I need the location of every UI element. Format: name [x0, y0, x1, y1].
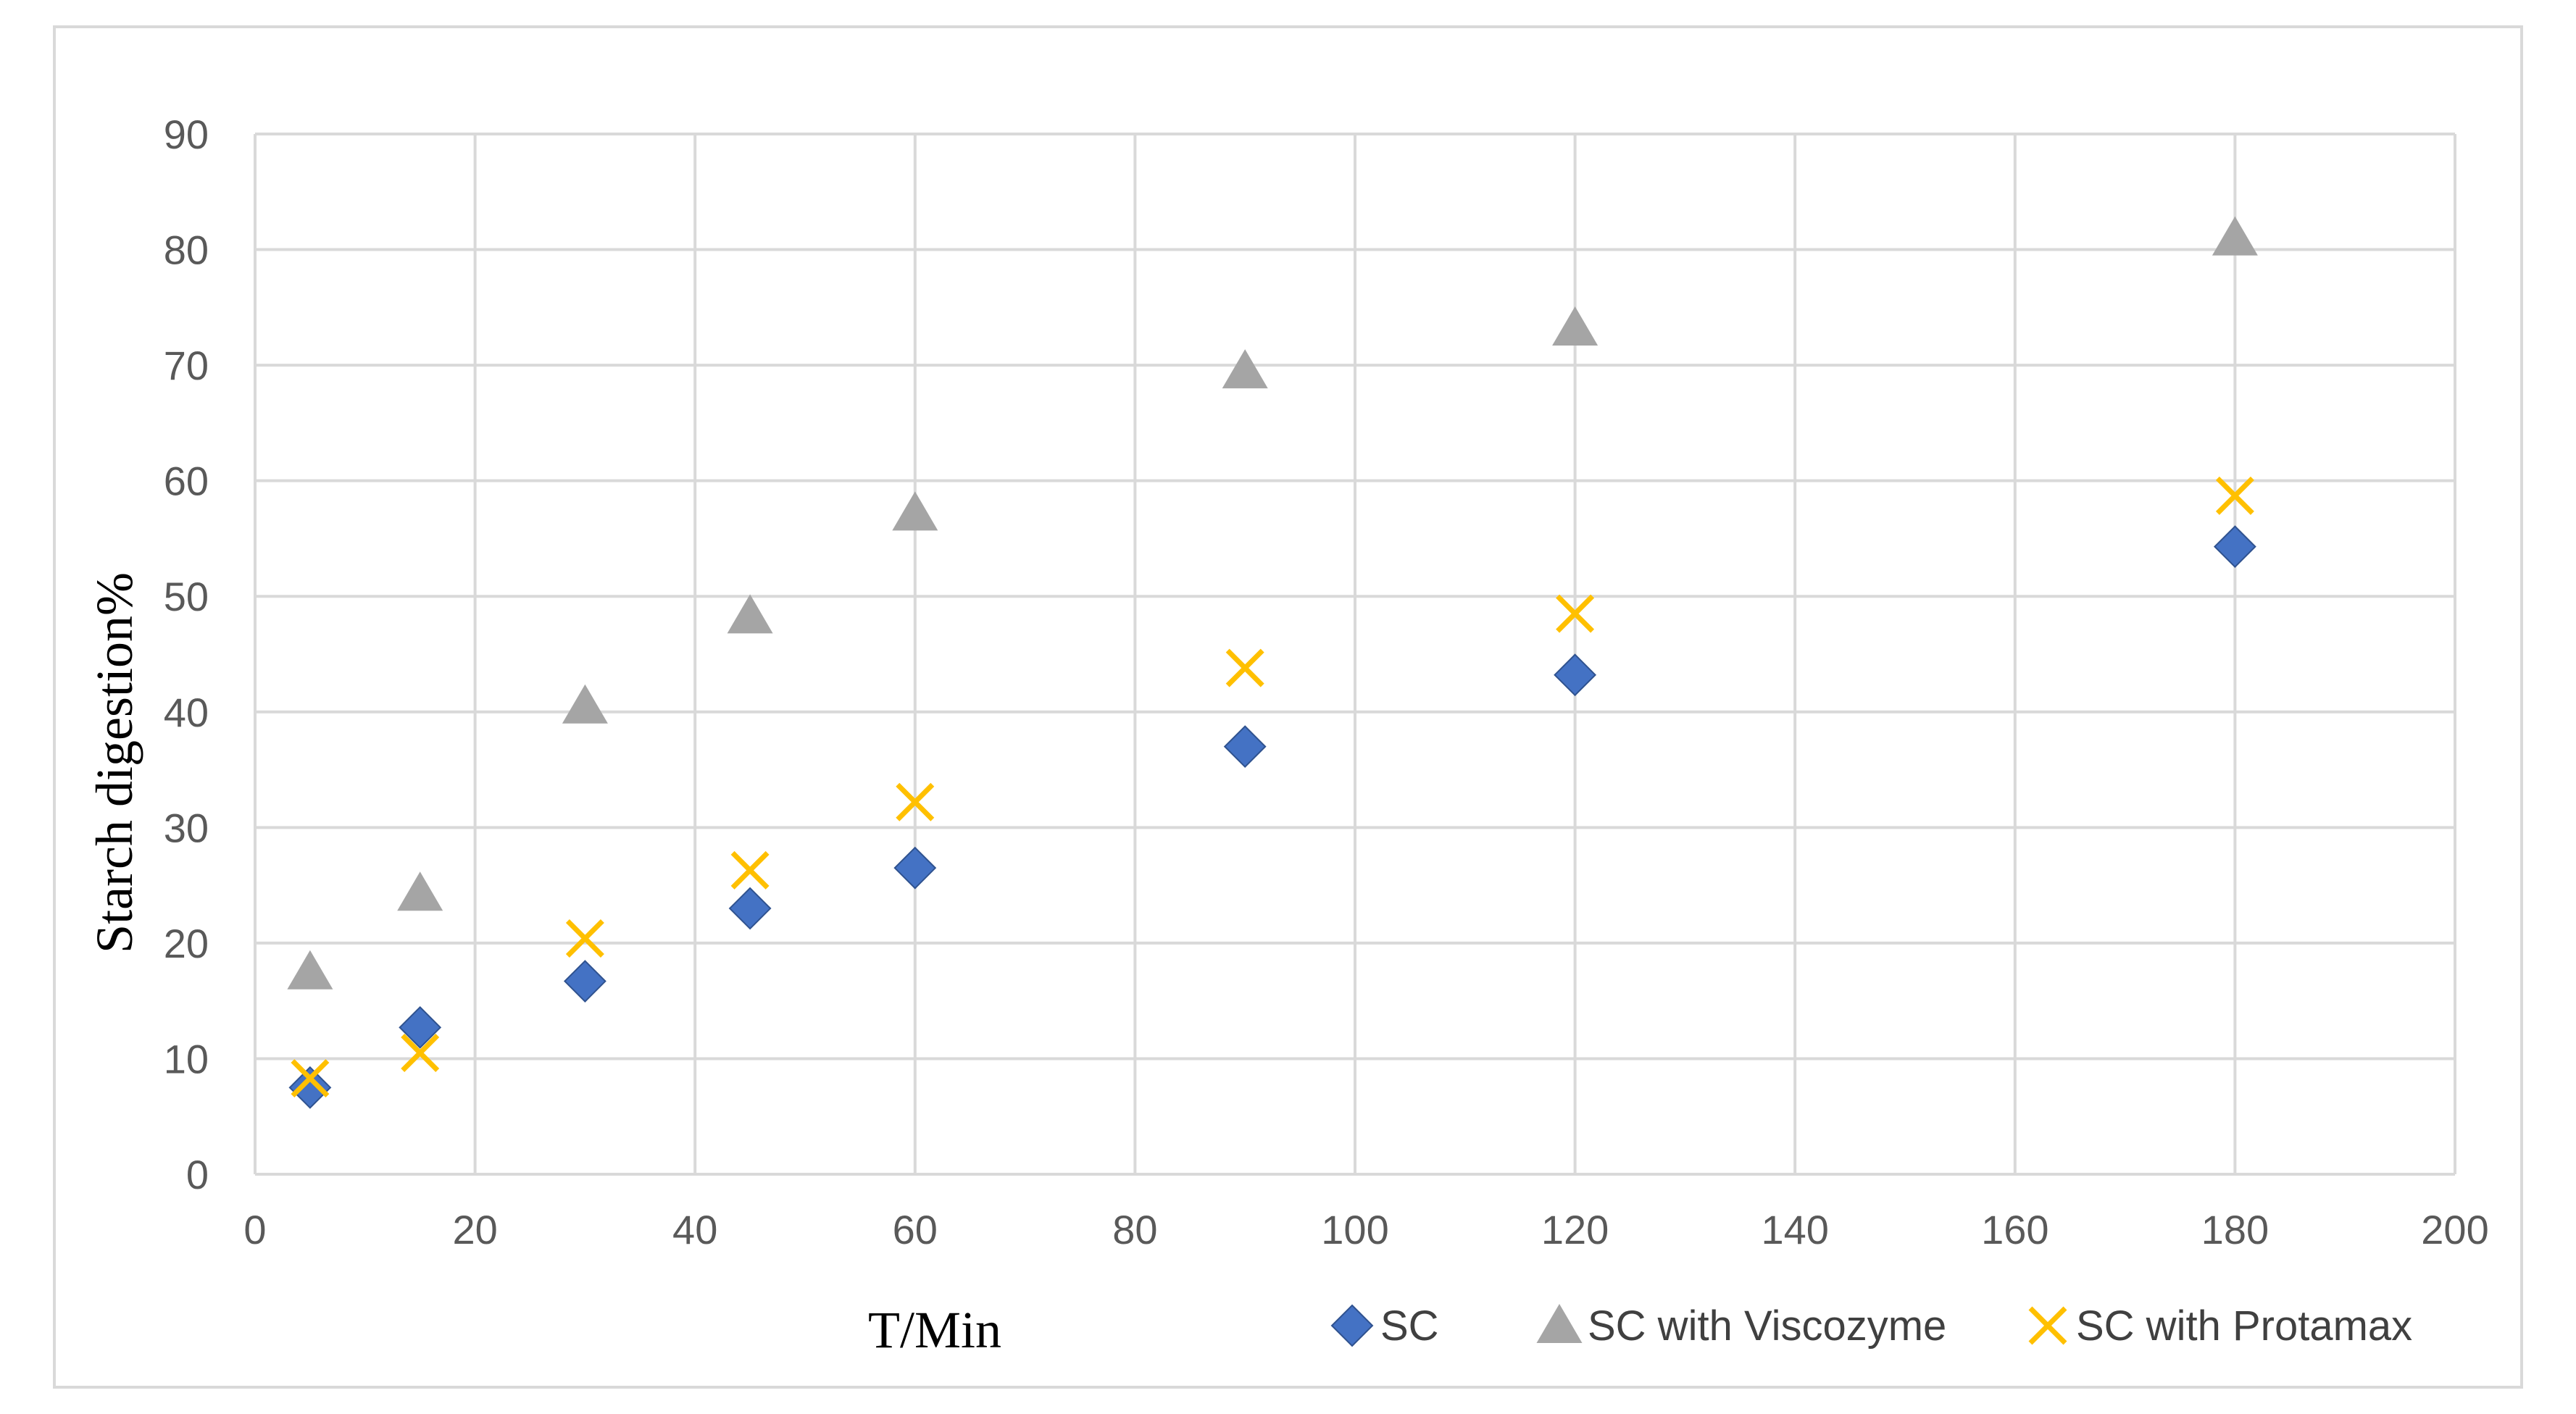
- x-tick-label: 140: [1761, 1207, 1828, 1252]
- sc-point: [288, 1066, 332, 1109]
- sc-with-protamax-point: [896, 782, 935, 821]
- legend-sc-label: SC: [1380, 1302, 1439, 1350]
- y-tick-label: 70: [164, 343, 209, 388]
- sc-with-viscozyme-point: [1552, 306, 1598, 346]
- sc-with-viscozyme-point: [892, 491, 938, 531]
- y-tick-label: 20: [164, 921, 209, 966]
- sc-point: [2213, 525, 2256, 569]
- gridlines: [254, 133, 2456, 1176]
- sc-with-protamax-point: [730, 850, 770, 890]
- sc-point: [1223, 725, 1267, 769]
- y-tick-label: 90: [164, 112, 209, 157]
- sc-with-viscozyme-point: [562, 684, 608, 724]
- sc-point: [563, 960, 607, 1003]
- x-tick-label: 160: [1981, 1207, 2048, 1252]
- sc-point: [728, 887, 772, 930]
- legend-sc-with-viscozyme-label: SC with Viscozyme: [1588, 1302, 1946, 1350]
- legend: SC SC with Viscozyme SC with Protamax: [1330, 1302, 2412, 1350]
- x-axis-title: T/Min: [868, 1301, 1001, 1359]
- x-tick-label: 40: [672, 1207, 717, 1252]
- sc-point: [1554, 653, 1597, 697]
- sc-point: [399, 1005, 442, 1049]
- chart-area-border: [53, 25, 2523, 1389]
- tick-labels: 0 20 40 60 80 100 120 140 160 180 200 0 10 20 30 40 50 60…: [164, 112, 2489, 1252]
- x-tick-label: 200: [2421, 1207, 2488, 1252]
- y-tick-label: 30: [164, 805, 209, 850]
- y-tick-label: 50: [164, 574, 209, 619]
- sc-with-protamax-point: [401, 1033, 440, 1072]
- sc-with-protamax-point: [1556, 594, 1595, 633]
- y-tick-label: 80: [164, 227, 209, 273]
- legend-sc-with-protamax-marker: [2028, 1306, 2067, 1345]
- sc-with-viscozyme-point: [727, 594, 773, 634]
- y-tick-label: 60: [164, 459, 209, 504]
- sc-point: [893, 846, 937, 890]
- x-tick-label: 100: [1321, 1207, 1388, 1252]
- data-points: [287, 216, 2258, 1109]
- sc-with-protamax-point: [565, 919, 604, 958]
- sc-with-protamax-point: [2215, 476, 2254, 515]
- sc-with-viscozyme-point: [287, 950, 333, 990]
- x-tick-label: 20: [452, 1207, 497, 1252]
- x-tick-label: 60: [893, 1207, 938, 1252]
- x-tick-label: 0: [243, 1207, 266, 1252]
- sc-with-viscozyme-point: [1222, 349, 1268, 389]
- legend-sc-with-protamax-label: SC with Protamax: [2076, 1302, 2412, 1350]
- sc-with-viscozyme-point: [2212, 216, 2258, 256]
- x-tick-label: 80: [1112, 1207, 1157, 1252]
- y-tick-label: 10: [164, 1036, 209, 1082]
- y-axis-title: Starch digestion%: [86, 572, 143, 953]
- sc-with-protamax-point: [291, 1059, 330, 1098]
- sc-with-viscozyme-point: [397, 871, 443, 911]
- legend-sc-with-viscozyme-marker: [1536, 1304, 1583, 1343]
- x-tick-label: 120: [1541, 1207, 1609, 1252]
- sc-with-protamax-point: [1225, 648, 1264, 687]
- y-tick-label: 40: [164, 690, 209, 735]
- y-tick-label: 0: [186, 1152, 209, 1197]
- legend-sc-marker: [1330, 1304, 1374, 1347]
- x-tick-label: 180: [2201, 1207, 2269, 1252]
